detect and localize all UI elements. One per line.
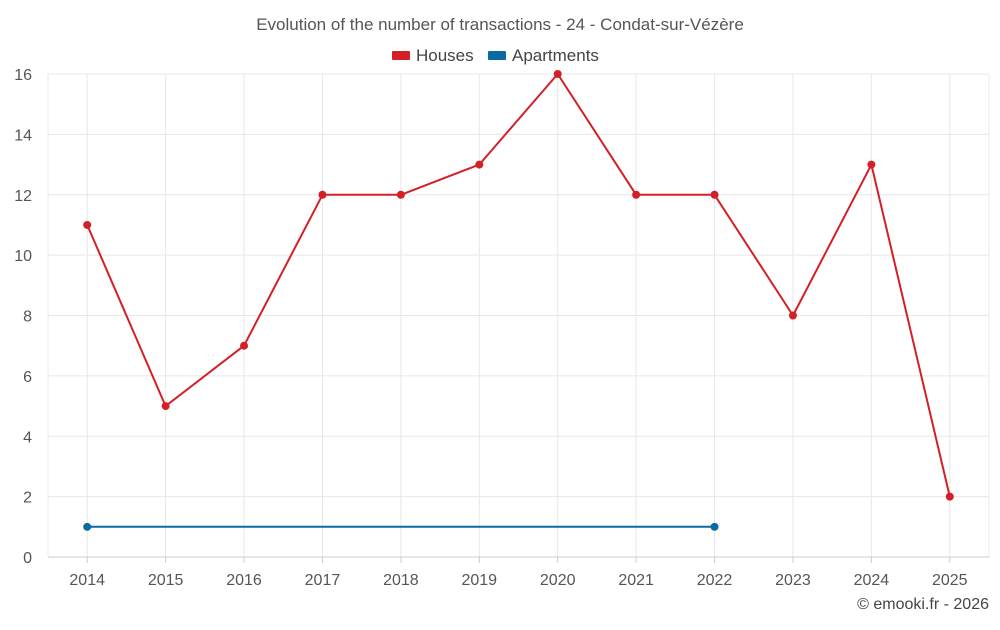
data-point-houses[interactable] xyxy=(161,402,170,411)
series-line-houses xyxy=(86,73,951,497)
y-tick-label: 10 xyxy=(14,248,32,265)
data-point-houses[interactable] xyxy=(710,190,719,199)
tick-labels: 0 2 4 6 8 10 12 14 16 2014 2015 2016 2017 2018 2019 202… xyxy=(14,67,967,589)
x-tick-label: 2020 xyxy=(540,572,576,589)
y-tick-label: 16 xyxy=(14,67,32,84)
series-apartments xyxy=(83,522,719,531)
y-tick-label: 0 xyxy=(23,550,32,567)
data-point-apartments[interactable] xyxy=(83,522,92,531)
legend-swatch-houses xyxy=(392,51,410,60)
axes xyxy=(48,556,989,563)
gridlines xyxy=(47,73,990,557)
legend-label-houses: Houses xyxy=(416,46,474,65)
y-tick-label: 2 xyxy=(23,490,32,507)
data-point-houses[interactable] xyxy=(788,311,797,320)
data-point-houses[interactable] xyxy=(318,190,327,199)
x-tick-label: 2017 xyxy=(305,572,341,589)
data-point-houses[interactable] xyxy=(475,160,484,169)
data-point-apartments[interactable] xyxy=(710,522,719,531)
x-tick-label: 2016 xyxy=(226,572,262,589)
x-tick-label: 2021 xyxy=(618,572,654,589)
legend-label-apartments: Apartments xyxy=(512,46,599,65)
data-point-houses[interactable] xyxy=(553,70,562,78)
data-point-houses[interactable] xyxy=(396,190,405,199)
series-houses xyxy=(83,70,954,501)
x-tick-label: 2023 xyxy=(775,572,811,589)
y-tick-label: 6 xyxy=(23,369,32,386)
x-tick-label: 2022 xyxy=(697,572,733,589)
data-point-houses[interactable] xyxy=(945,492,954,501)
y-tick-label: 12 xyxy=(14,188,32,205)
x-tick-label: 2024 xyxy=(854,572,890,589)
data-point-houses[interactable] xyxy=(240,341,249,350)
x-tick-label: 2018 xyxy=(383,572,419,589)
data-point-houses[interactable] xyxy=(867,160,876,169)
legend-item-apartments[interactable]: Apartments xyxy=(488,46,599,65)
credit-text: © emooki.fr - 2026 xyxy=(857,596,989,613)
legend-swatch-apartments xyxy=(488,51,506,60)
data-point-houses[interactable] xyxy=(83,220,92,229)
chart-title: Evolution of the number of transactions … xyxy=(256,15,744,34)
y-tick-label: 14 xyxy=(14,127,32,144)
y-tick-label: 4 xyxy=(23,429,32,446)
y-tick-label: 8 xyxy=(23,309,32,326)
x-tick-label: 2025 xyxy=(932,572,968,589)
data-point-houses[interactable] xyxy=(632,190,641,199)
legend-item-houses[interactable]: Houses xyxy=(392,46,474,65)
data-series xyxy=(83,70,954,531)
x-tick-label: 2014 xyxy=(69,572,105,589)
x-tick-label: 2015 xyxy=(148,572,184,589)
legend: Houses Apartments xyxy=(392,46,599,65)
x-tick-label: 2019 xyxy=(461,572,497,589)
